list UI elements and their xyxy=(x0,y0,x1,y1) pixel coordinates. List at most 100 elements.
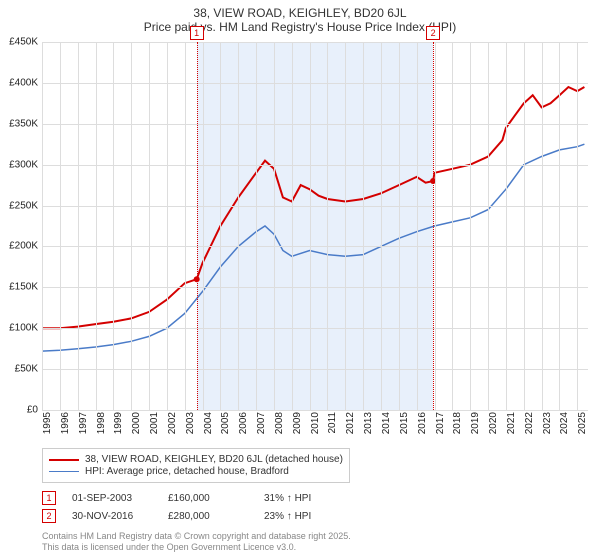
x-tick-label: 2012 xyxy=(345,412,356,434)
grid-line-v xyxy=(542,42,543,410)
grid-line-v xyxy=(310,42,311,410)
sale-row-delta: 23% ↑ HPI xyxy=(264,511,344,522)
grid-line-v xyxy=(577,42,578,410)
x-tick-label: 2013 xyxy=(363,412,374,434)
y-tick-label: £250K xyxy=(9,200,38,211)
x-tick-label: 2014 xyxy=(381,412,392,434)
y-tick-label: £200K xyxy=(9,241,38,252)
x-tick-label: 2005 xyxy=(220,412,231,434)
x-tick-label: 2016 xyxy=(417,412,428,434)
legend-row: 38, VIEW ROAD, KEIGHLEY, BD20 6JL (detac… xyxy=(49,454,343,465)
y-tick-label: £150K xyxy=(9,282,38,293)
x-tick-label: 1997 xyxy=(78,412,89,434)
grid-line-v xyxy=(363,42,364,410)
x-axis: 1995 1996 1997 1998 1999 2000 2001 2002 2003 2004… xyxy=(42,410,588,448)
grid-line-v xyxy=(96,42,97,410)
legend-swatch xyxy=(49,459,79,461)
x-tick-label: 2004 xyxy=(203,412,214,434)
y-tick-label: £100K xyxy=(9,323,38,334)
chart-titles: 38, VIEW ROAD, KEIGHLEY, BD20 6JL Price … xyxy=(0,0,600,34)
chart-container: 38, VIEW ROAD, KEIGHLEY, BD20 6JL Price … xyxy=(0,0,600,560)
y-tick-label: £350K xyxy=(9,118,38,129)
sale-row: 101-SEP-2003£160,00031% ↑ HPI xyxy=(42,489,588,507)
x-tick-label: 2010 xyxy=(310,412,321,434)
legend-row: HPI: Average price, detached house, Brad… xyxy=(49,466,343,477)
x-tick-label: 2023 xyxy=(542,412,553,434)
x-tick-label: 2025 xyxy=(577,412,588,434)
sale-row: 2 30-NOV-2016 £280,000 23% ↑ HPI xyxy=(42,507,588,525)
y-axis: £0£50K£100K£150K£200K£250K£300K£350K£400… xyxy=(0,42,42,410)
sale-marker-label: 1 xyxy=(190,26,204,40)
grid-line-v xyxy=(345,42,346,410)
grid-line-v xyxy=(327,42,328,410)
sales-table: 101-SEP-2003£160,00031% ↑ HPI230-NOV-201… xyxy=(42,489,588,525)
x-tick-label: 2009 xyxy=(292,412,303,434)
y-tick-label: £300K xyxy=(9,159,38,170)
grid-line-v xyxy=(238,42,239,410)
legend-area: 38, VIEW ROAD, KEIGHLEY, BD20 6JL (detac… xyxy=(42,448,588,525)
x-tick-label: 1995 xyxy=(42,412,53,434)
legend-label: 38, VIEW ROAD, KEIGHLEY, BD20 6JL (detac… xyxy=(85,454,343,465)
x-tick-label: 2017 xyxy=(435,412,446,434)
y-tick-label: £50K xyxy=(15,364,38,375)
x-tick-label: 2021 xyxy=(506,412,517,434)
grid-line-v xyxy=(399,42,400,410)
grid-line-v xyxy=(559,42,560,410)
x-tick-label: 2024 xyxy=(559,412,570,434)
grid-line-v xyxy=(149,42,150,410)
x-tick-label: 2002 xyxy=(167,412,178,434)
grid-line-v xyxy=(452,42,453,410)
x-tick-label: 1996 xyxy=(60,412,71,434)
chart-title-subtitle: Price paid vs. HM Land Registry's House … xyxy=(0,20,600,34)
grid-line-v xyxy=(292,42,293,410)
sale-marker-line xyxy=(433,42,434,410)
grid-line-v xyxy=(506,42,507,410)
x-tick-label: 2015 xyxy=(399,412,410,434)
grid-line-v xyxy=(435,42,436,410)
x-tick-label: 2007 xyxy=(256,412,267,434)
grid-line-v xyxy=(381,42,382,410)
sale-marker-line xyxy=(197,42,198,410)
x-tick-label: 2020 xyxy=(488,412,499,434)
grid-line-v xyxy=(78,42,79,410)
grid-line-v xyxy=(203,42,204,410)
x-tick-label: 2011 xyxy=(327,412,338,434)
x-tick-label: 1999 xyxy=(113,412,124,434)
grid-line-v xyxy=(417,42,418,410)
x-tick-label: 2008 xyxy=(274,412,285,434)
grid-line-v xyxy=(220,42,221,410)
sale-row-price: £160,000 xyxy=(168,493,248,504)
grid-line-v xyxy=(131,42,132,410)
legend-label: HPI: Average price, detached house, Brad… xyxy=(85,466,289,477)
grid-line-v xyxy=(488,42,489,410)
x-tick-label: 2001 xyxy=(149,412,160,434)
grid-line-v xyxy=(524,42,525,410)
y-tick-label: £400K xyxy=(9,77,38,88)
sale-row-date: 01-SEP-2003 xyxy=(72,493,152,504)
sale-marker-label: 2 xyxy=(426,26,440,40)
grid-line-v xyxy=(42,42,43,410)
x-tick-label: 2022 xyxy=(524,412,535,434)
x-tick-label: 1998 xyxy=(96,412,107,434)
x-tick-label: 2006 xyxy=(238,412,249,434)
grid-line-v xyxy=(274,42,275,410)
grid-line-v xyxy=(113,42,114,410)
grid-line-v xyxy=(60,42,61,410)
y-tick-label: £0 xyxy=(27,405,38,416)
x-tick-label: 2003 xyxy=(185,412,196,434)
footer-line-2: This data is licensed under the Open Gov… xyxy=(42,542,351,554)
legend-swatch xyxy=(49,471,79,473)
grid-line-v xyxy=(167,42,168,410)
grid-line-v xyxy=(185,42,186,410)
sale-row-price: £280,000 xyxy=(168,511,248,522)
y-tick-label: £450K xyxy=(9,37,38,48)
sale-row-date: 30-NOV-2016 xyxy=(72,511,152,522)
sale-row-delta: 31% ↑ HPI xyxy=(264,493,344,504)
footer: Contains HM Land Registry data © Crown c… xyxy=(42,531,351,554)
sale-row-marker: 2 xyxy=(42,509,56,523)
footer-line-1: Contains HM Land Registry data © Crown c… xyxy=(42,531,351,543)
chart-title-address: 38, VIEW ROAD, KEIGHLEY, BD20 6JL xyxy=(0,6,600,20)
x-tick-label: 2000 xyxy=(131,412,142,434)
grid-line-v xyxy=(470,42,471,410)
x-tick-label: 2018 xyxy=(452,412,463,434)
